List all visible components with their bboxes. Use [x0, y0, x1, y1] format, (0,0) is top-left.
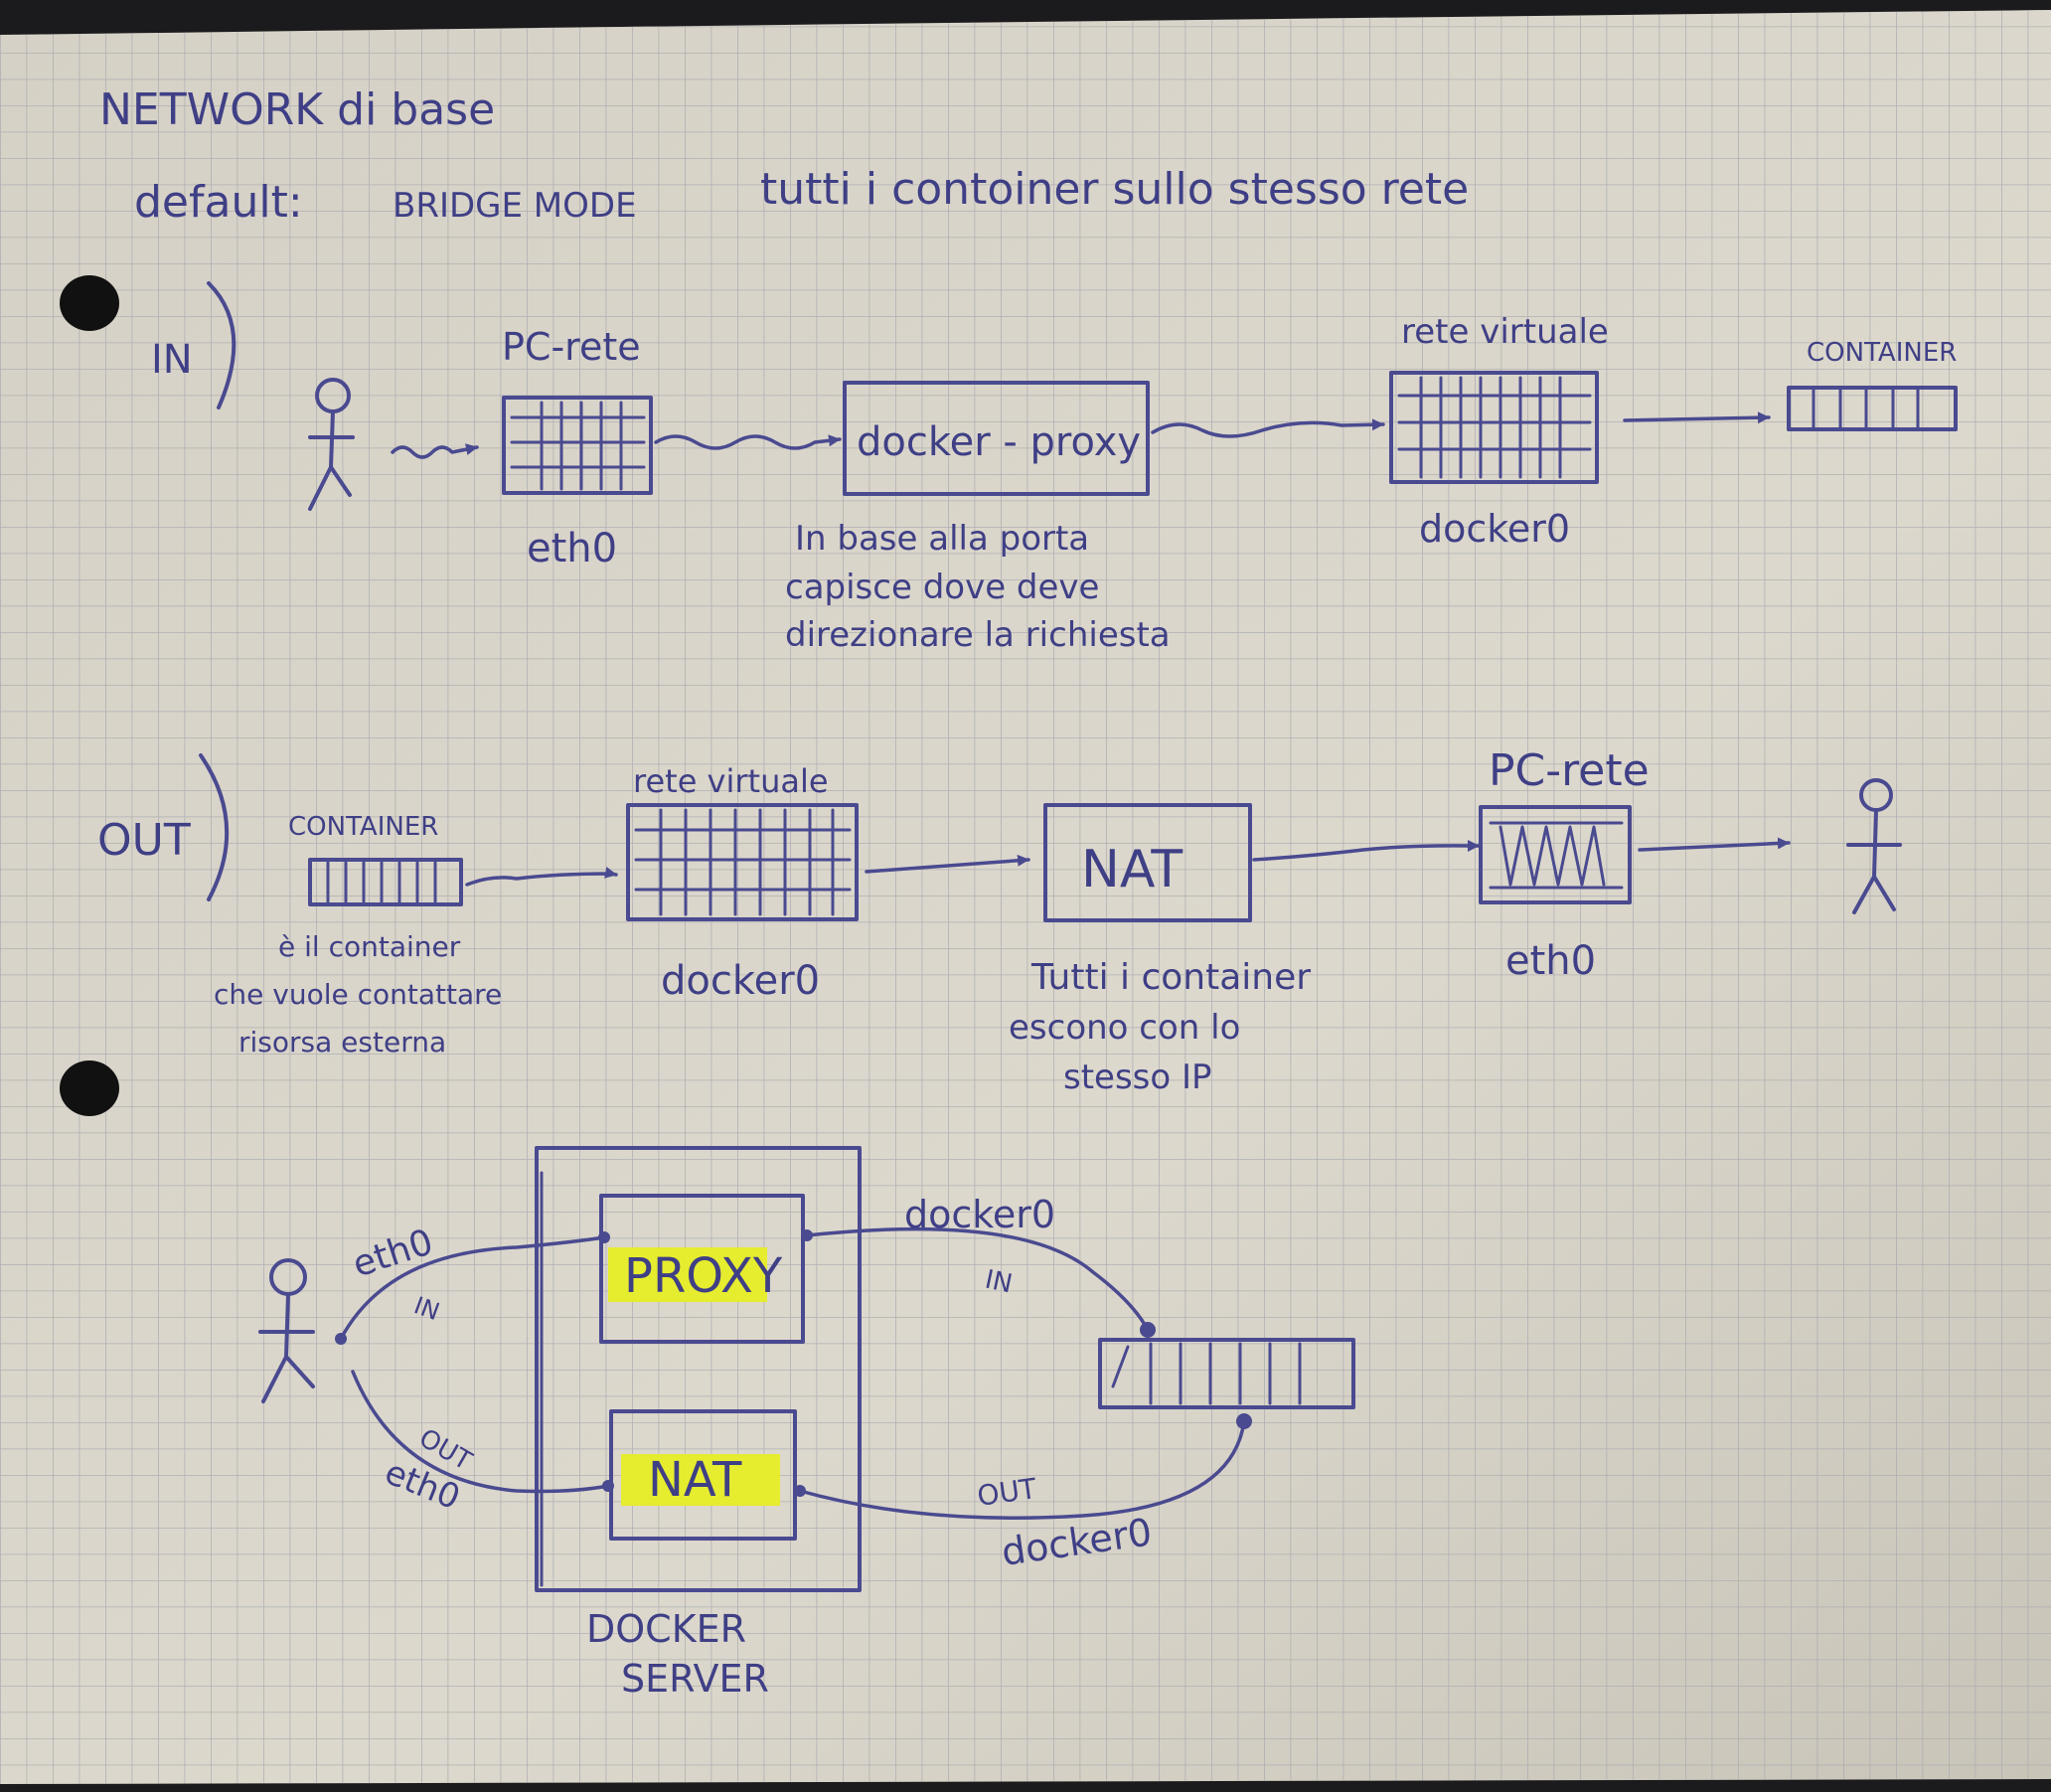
pc-rete-label: PC-rete — [502, 325, 641, 369]
nat-note-line1: Tutti i container — [1030, 957, 1311, 998]
arrow-user-to-pcrete — [391, 443, 479, 459]
page-title: NETWORK di base — [99, 84, 495, 135]
eth0-nic-icon — [502, 396, 653, 495]
out-link-docker0 — [798, 1419, 1246, 1520]
binder-hole-bottom — [60, 1060, 119, 1116]
server-proxy-box — [599, 1194, 805, 1344]
out-container-icon — [308, 858, 463, 906]
docker-server-box — [535, 1146, 862, 1592]
nat-label: NAT — [1081, 840, 1183, 899]
container-note-line1: è il container — [278, 930, 461, 963]
container-note-line3: risorsa esterna — [238, 1026, 446, 1059]
container-label: CONTAINER — [1807, 338, 1957, 368]
out-rete-virtuale-label: rete virtuale — [633, 762, 829, 800]
docker-proxy-box — [843, 381, 1150, 496]
user-icon — [308, 378, 355, 511]
default-prefix: default: — [134, 177, 303, 228]
in-link-eth0 — [339, 1235, 606, 1341]
server-docker0-in-label: docker0 — [904, 1193, 1055, 1236]
proxy-note-line2: capisce dove deve — [785, 568, 1099, 607]
external-user-icon — [1846, 778, 1902, 914]
out-eth0-nic-icon — [1479, 805, 1632, 904]
proxy-note-line1: In base alla porta — [795, 519, 1089, 559]
nat-highlight — [621, 1454, 780, 1506]
docker-server-label-line1: DOCKER — [586, 1607, 746, 1651]
rete-virtuale-label: rete virtuale — [1401, 312, 1609, 352]
in-link-docker0 — [805, 1226, 1150, 1332]
out-container-label: CONTAINER — [288, 812, 438, 842]
server-user-icon — [258, 1258, 315, 1403]
out-label: OUT — [97, 815, 191, 866]
arrow-eth0-to-proxy — [654, 434, 842, 450]
docker-server-label-line2: SERVER — [621, 1657, 769, 1701]
in-section: IN PC-rete eth0 docker - proxy In base a… — [151, 281, 1958, 655]
proxy-note-line3: direzionare la richiesta — [785, 615, 1171, 655]
out-docker0-bridge-icon — [626, 803, 859, 921]
out-link-eth0 — [351, 1370, 610, 1494]
arrow-nat-to-eth0 — [1252, 840, 1481, 862]
bridge-note: tutti i contoiner sullo stesso rete — [760, 164, 1469, 215]
server-nat-box — [609, 1409, 797, 1541]
nat-box — [1043, 803, 1252, 922]
container-note-line2: che vuole contattare — [214, 978, 502, 1011]
docker-proxy-label: docker - proxy — [857, 419, 1141, 465]
docker0-label: docker0 — [1419, 507, 1570, 551]
container-icon — [1787, 386, 1958, 431]
nat-note-line2: escono con lo — [1009, 1008, 1240, 1048]
nat-note-line3: stesso IP — [1063, 1058, 1212, 1097]
server-container-icon — [1098, 1338, 1355, 1409]
eth0-label: eth0 — [527, 526, 617, 571]
docker0-bridge-icon — [1389, 371, 1599, 484]
out-eth0-label: eth0 — [1505, 938, 1596, 984]
server-nat-label: NAT — [648, 1452, 742, 1508]
server-proxy-label: PROXY — [624, 1248, 783, 1304]
bridge-mode-label: BRIDGE MODE — [393, 186, 637, 226]
arrow-proxy-to-docker0 — [1151, 418, 1385, 438]
out-section: OUT CONTAINER è il container che vuole c… — [97, 745, 1902, 1097]
in-label: IN — [151, 337, 193, 383]
out-docker0-label: docker0 — [661, 958, 820, 1004]
arrow-eth0-to-external — [1638, 837, 1791, 852]
arrow-container-to-docker0 — [465, 866, 618, 887]
proxy-highlight — [608, 1247, 767, 1302]
server-in-right-label: IN — [983, 1265, 1016, 1300]
arrow-docker0-to-nat — [865, 854, 1030, 874]
out-pc-rete-label: PC-rete — [1489, 745, 1650, 796]
arrow-docker0-to-container — [1623, 411, 1771, 424]
binder-hole-top — [60, 275, 119, 331]
